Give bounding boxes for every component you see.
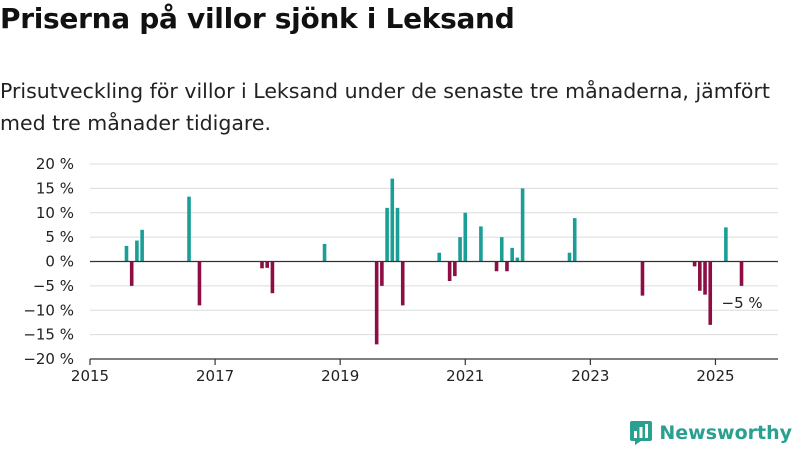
tick-labels: 20 %15 %10 %5 %0 %−5 %−10 %−15 %−20 %201… xyxy=(23,155,762,385)
bar xyxy=(505,261,509,272)
x-tick-label: 2025 xyxy=(696,367,734,385)
bars xyxy=(124,178,744,345)
y-tick-label: −20 % xyxy=(23,350,74,368)
bar xyxy=(463,212,468,262)
bar xyxy=(510,247,514,262)
y-tick-label: 5 % xyxy=(45,228,74,246)
bar xyxy=(572,218,577,262)
bar xyxy=(447,261,452,281)
bar xyxy=(479,226,483,262)
bar xyxy=(739,261,744,286)
bar xyxy=(135,240,139,262)
bar xyxy=(187,196,191,262)
x-tick-label: 2023 xyxy=(571,367,609,385)
x-tick-label: 2017 xyxy=(196,367,234,385)
newsworthy-logo-icon xyxy=(630,421,653,445)
y-tick-label: 15 % xyxy=(36,179,74,197)
bar xyxy=(322,243,327,262)
x-tick-label: 2015 xyxy=(71,367,109,385)
x-tick-label: 2019 xyxy=(321,367,359,385)
bar xyxy=(515,257,520,262)
brand-name: Newsworthy xyxy=(659,422,792,444)
bar xyxy=(140,229,144,262)
bar xyxy=(390,178,395,262)
bar xyxy=(385,207,389,262)
bar xyxy=(270,261,275,294)
bar xyxy=(458,237,462,262)
bar xyxy=(400,261,405,306)
bar xyxy=(708,261,713,325)
bar xyxy=(374,261,379,345)
chart-subtitle: Prisutveckling för villor i Leksand unde… xyxy=(0,79,770,135)
y-tick-label: −10 % xyxy=(23,301,74,319)
bar xyxy=(124,245,129,262)
bar xyxy=(520,188,525,262)
bar xyxy=(260,261,264,269)
bar xyxy=(724,227,728,262)
x-tick-label: 2021 xyxy=(446,367,484,385)
bar xyxy=(692,261,697,267)
bar xyxy=(698,261,702,291)
bar xyxy=(265,261,270,268)
annotation-label: −5 % xyxy=(722,294,763,312)
bar xyxy=(494,261,499,272)
gridlines xyxy=(90,163,778,360)
bar xyxy=(380,261,384,286)
bar xyxy=(453,261,457,277)
bar xyxy=(640,261,645,296)
chart-title: Priserna på villor sjönk i Leksand xyxy=(0,2,515,35)
bar xyxy=(395,207,400,262)
axes xyxy=(89,260,778,365)
bar-chart: 20 %15 %10 %5 %0 %−5 %−10 %−15 %−20 %201… xyxy=(23,155,778,385)
bar xyxy=(567,252,572,262)
y-tick-label: 10 % xyxy=(36,204,74,222)
y-tick-label: −5 % xyxy=(33,277,74,295)
bar xyxy=(197,261,202,306)
bar xyxy=(437,252,442,262)
y-tick-label: 20 % xyxy=(36,155,74,173)
bar xyxy=(703,261,707,295)
y-tick-label: −15 % xyxy=(23,326,74,344)
bar xyxy=(129,261,134,286)
y-tick-label: 0 % xyxy=(45,253,74,271)
brand-logo: Newsworthy xyxy=(629,420,792,446)
bar xyxy=(499,237,504,262)
